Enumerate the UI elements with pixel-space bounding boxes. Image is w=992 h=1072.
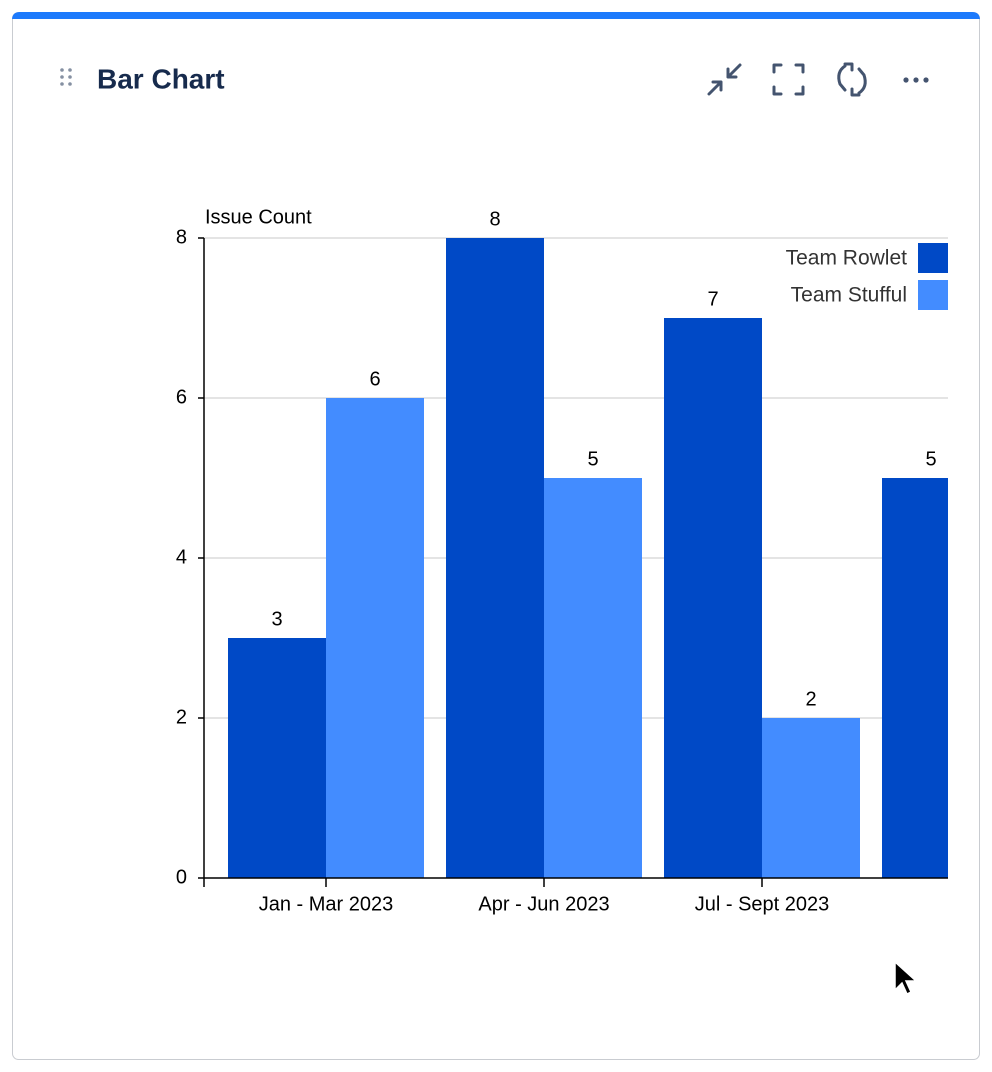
bar [544,478,642,878]
y-tick-label: 0 [176,866,187,888]
y-tick-label: 8 [176,226,187,248]
x-tick-label: Jan - Mar 2023 [259,893,394,915]
bar [326,398,424,878]
value-label: 2 [805,688,816,710]
bar [664,318,762,878]
value-label: 5 [587,448,598,470]
plot-area: Jan - Mar 2023 3 6 Apr - Jun 2023 8 5 Jul - Se… [204,208,948,915]
value-label: 7 [707,288,718,310]
chart: Jan - Mar 2023 3 6 Apr - Jun 2023 8 5 Jul - Se… [176,206,948,915]
bar [228,638,326,878]
bar [882,478,948,878]
mouse-cursor [894,960,918,996]
legend-swatch [918,280,948,310]
gadget-title: Bar Chart [97,63,225,94]
bar [762,718,860,878]
y-tick-label: 2 [176,706,187,728]
drag-handle[interactable] [60,68,72,86]
x-tick-label: Jul - Sept 2023 [695,893,830,915]
more-button[interactable] [903,77,929,83]
legend-label: Team Rowlet [786,247,908,270]
bar [446,238,544,878]
value-label: 5 [925,448,936,470]
y-tick-label: 6 [176,386,187,408]
legend-swatch [918,243,948,273]
x-tick-label: Apr - Jun 2023 [478,893,609,915]
y-tick-label: 4 [176,546,187,568]
minimize-button[interactable] [707,63,742,96]
refresh-button[interactable] [837,62,867,97]
value-label: 6 [369,368,380,390]
legend-label: Team Stufful [791,284,907,307]
card-top-border [12,12,980,20]
value-label: 8 [489,208,500,230]
fullscreen-button[interactable] [772,63,805,96]
value-label: 3 [271,608,282,630]
y-axis-label: Issue Count [205,206,312,228]
